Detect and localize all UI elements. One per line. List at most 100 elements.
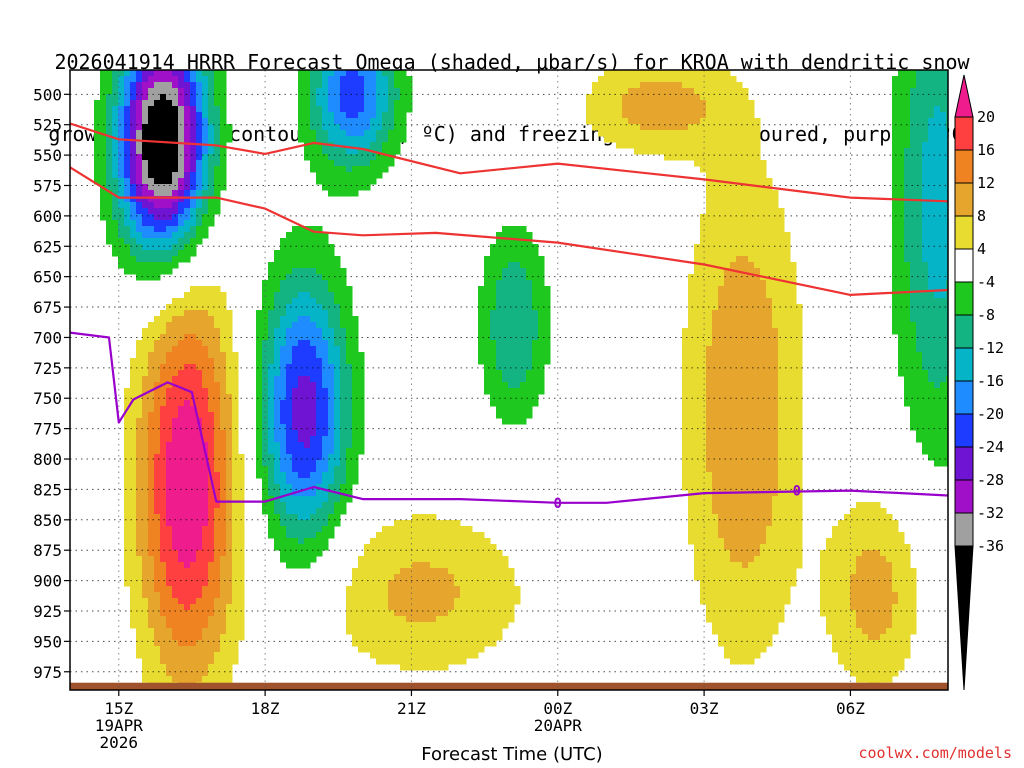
omega-cell [232,532,239,539]
omega-cell [220,142,227,149]
omega-cell [382,544,389,551]
omega-cell [712,70,719,77]
omega-cell [478,292,485,299]
omega-cell [196,232,203,239]
omega-cell [190,604,197,611]
omega-cell [190,166,197,173]
omega-cell [136,172,143,179]
omega-cell [124,502,131,509]
omega-cell [178,436,185,443]
omega-cell [682,466,689,473]
omega-cell [112,76,119,83]
omega-cell [196,190,203,197]
omega-cell [352,340,359,347]
omega-cell [190,388,197,395]
omega-cell [166,190,173,197]
omega-cell [736,346,743,353]
omega-cell [346,112,353,119]
omega-cell [730,226,737,233]
omega-cell [166,202,173,209]
omega-cell [682,82,689,89]
omega-cell [340,166,347,173]
omega-cell [184,466,191,473]
omega-cell [172,154,179,161]
omega-cell [706,112,713,119]
omega-cell [718,448,725,455]
omega-cell [718,460,725,467]
omega-cell [304,430,311,437]
omega-cell [724,76,731,83]
omega-cell [376,538,383,545]
omega-cell [724,148,731,155]
omega-cell [730,304,737,311]
omega-cell [202,334,209,341]
omega-cell [502,352,509,359]
omega-cell [526,388,533,395]
omega-cell [142,526,149,533]
omega-cell [700,394,707,401]
omega-cell [526,304,533,311]
omega-cell [394,70,401,77]
omega-cell [190,106,197,113]
omega-cell [286,508,293,515]
omega-cell [346,616,353,623]
omega-cell [478,346,485,353]
omega-cell [130,574,137,581]
omega-cell [694,364,701,371]
omega-cell [256,424,263,431]
omega-cell [148,382,155,389]
omega-cell [124,232,131,239]
omega-cell [694,268,701,275]
omega-cell [208,568,215,575]
omega-cell [286,244,293,251]
omega-cell [148,70,155,77]
omega-cell [682,442,689,449]
omega-cell [142,502,149,509]
omega-cell [136,604,143,611]
omega-cell [298,370,305,377]
omega-cell [208,496,215,503]
omega-cell [406,568,413,575]
omega-cell [502,610,509,617]
omega-cell [136,70,143,77]
omega-cell [706,376,713,383]
omega-cell [340,304,347,311]
omega-cell [406,76,413,83]
omega-cell [460,562,467,569]
omega-cell [334,448,341,455]
omega-cell [736,640,743,647]
omega-cell [118,190,125,197]
omega-cell [322,148,329,155]
omega-cell [124,496,131,503]
omega-cell [352,322,359,329]
omega-cell [490,358,497,365]
omega-cell [712,208,719,215]
omega-cell [148,328,155,335]
omega-cell [154,244,161,251]
omega-cell [706,562,713,569]
omega-cell [166,604,173,611]
omega-cell [388,76,395,83]
omega-cell [448,520,455,527]
omega-cell [694,280,701,287]
omega-cell [262,334,269,341]
omega-cell [730,310,737,317]
omega-cell [712,388,719,395]
omega-cell [172,316,179,323]
omega-cell [154,400,161,407]
omega-cell [322,286,329,293]
omega-cell [238,544,245,551]
omega-cell [346,136,353,143]
omega-cell [286,514,293,521]
omega-cell [718,364,725,371]
omega-cell [334,466,341,473]
omega-cell [136,460,143,467]
omega-cell [406,652,413,659]
omega-cell [532,268,539,275]
omega-cell [178,526,185,533]
omega-cell [280,388,287,395]
omega-cell [220,478,227,485]
omega-cell [418,610,425,617]
omega-cell [148,562,155,569]
omega-cell [196,454,203,461]
